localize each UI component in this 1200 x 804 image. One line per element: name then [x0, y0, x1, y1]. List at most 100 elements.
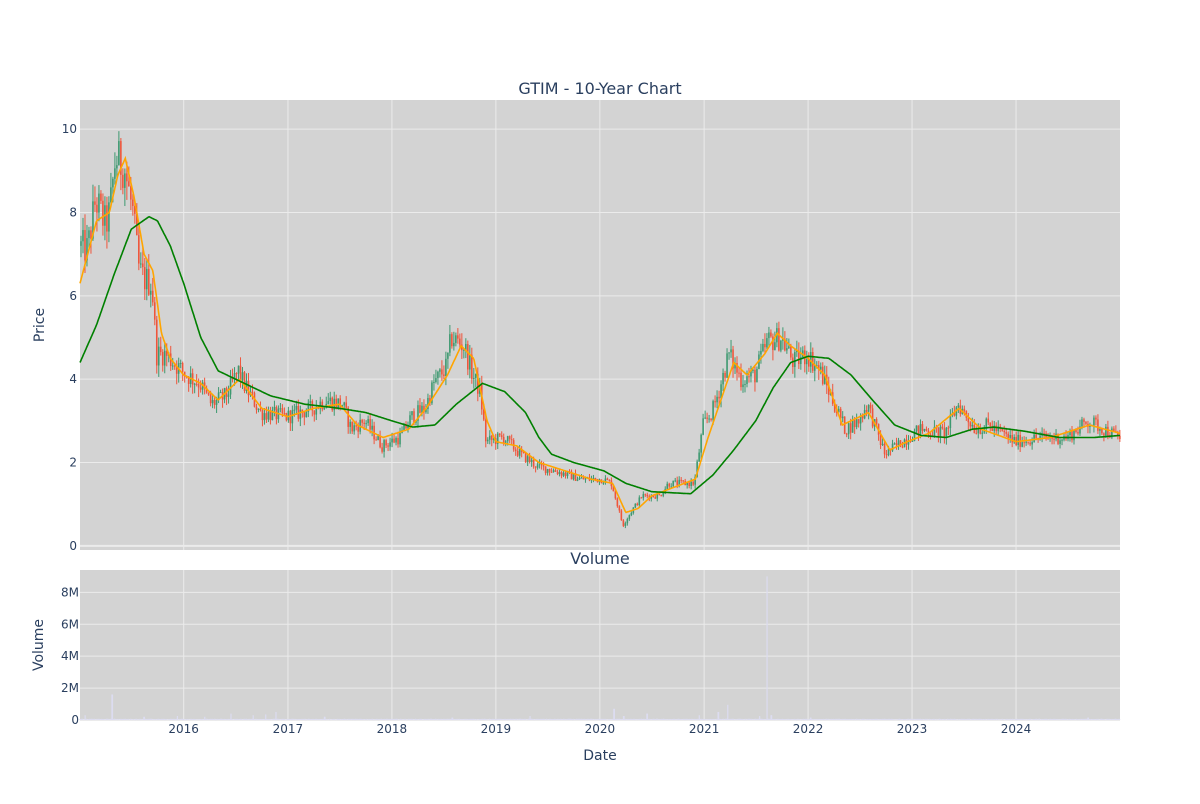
- candle-body: [899, 440, 902, 447]
- volume-bar: [698, 715, 700, 720]
- candle-body: [778, 328, 780, 351]
- volume-tick-label: 8M: [61, 585, 79, 599]
- volume-bar: [676, 719, 678, 720]
- candle-body: [399, 433, 401, 445]
- candle-body: [369, 419, 371, 430]
- candle-body: [1075, 429, 1077, 433]
- candle-body: [1079, 426, 1081, 434]
- candle-body: [642, 494, 645, 499]
- volume-bar: [1108, 718, 1110, 720]
- volume-bar: [1053, 718, 1055, 720]
- candle-body: [305, 411, 308, 418]
- candle-body: [1103, 433, 1105, 436]
- volume-bar: [290, 718, 292, 720]
- volume-bar: [246, 718, 248, 720]
- candle-body: [558, 472, 561, 475]
- candle-body: [756, 368, 758, 383]
- candle-body: [917, 425, 920, 435]
- volume-bar: [663, 718, 665, 720]
- candle-body: [869, 404, 872, 409]
- volume-bar: [810, 718, 813, 720]
- volume-bar: [1119, 719, 1121, 720]
- candle-body: [1029, 442, 1031, 445]
- date-tick-label: 2018: [377, 722, 408, 736]
- volume-bar: [368, 718, 370, 720]
- candle-body: [379, 435, 381, 448]
- volume-bar: [275, 712, 277, 720]
- candle-body: [273, 406, 276, 411]
- candle-body: [981, 432, 984, 434]
- candle-body: [798, 350, 800, 365]
- volume-bar: [748, 718, 750, 720]
- candle-body: [913, 430, 916, 441]
- candle-body: [786, 348, 788, 351]
- candle-body: [1093, 417, 1095, 426]
- volume-bar: [283, 719, 286, 720]
- candle-body: [343, 402, 345, 406]
- candle-body: [885, 454, 888, 456]
- candle-body: [692, 481, 694, 485]
- candle-body: [720, 384, 722, 399]
- candle-body: [1021, 442, 1023, 447]
- volume-tick-label: 6M: [61, 617, 79, 631]
- volume-bar: [749, 718, 751, 720]
- volume-bar: [79, 719, 81, 720]
- candle-body: [353, 425, 355, 432]
- candle-body: [377, 435, 379, 440]
- candle-body: [155, 319, 158, 366]
- volume-bar: [939, 718, 941, 720]
- candle-body: [606, 478, 609, 480]
- candle-body: [120, 141, 122, 175]
- candle-body: [724, 372, 726, 378]
- candle-body: [195, 383, 198, 385]
- volume-bar: [771, 715, 773, 720]
- candle-body: [1111, 428, 1113, 438]
- volume-bar: [89, 718, 91, 720]
- candle-body: [439, 369, 441, 372]
- candle-body: [163, 350, 166, 366]
- date-tick-label: 2021: [689, 722, 720, 736]
- candle-body: [153, 302, 156, 320]
- volume-bar: [438, 719, 440, 720]
- candle-body: [1025, 441, 1027, 443]
- volume-bar: [372, 719, 374, 720]
- candle-body: [985, 418, 988, 429]
- volume-bar: [414, 718, 417, 720]
- candle-body: [134, 205, 136, 214]
- volume-bar: [961, 718, 963, 720]
- volume-bar: [628, 719, 630, 720]
- volume-bar: [86, 719, 88, 720]
- candle-body: [584, 478, 587, 480]
- candle-body: [839, 408, 842, 419]
- candle-body: [947, 427, 950, 429]
- candle-body: [116, 165, 118, 169]
- candle-body: [363, 422, 365, 424]
- candle-body: [140, 263, 142, 265]
- candle-body: [1053, 438, 1055, 440]
- volume-bar: [405, 719, 407, 720]
- candle-body: [851, 420, 854, 433]
- volume-bar: [551, 719, 553, 720]
- candle-body: [845, 433, 848, 435]
- candle-body: [484, 419, 487, 442]
- candle-body: [205, 387, 208, 393]
- volume-bar: [1087, 717, 1089, 720]
- candle-body: [867, 404, 870, 412]
- volume-bar: [732, 718, 735, 720]
- candle-body: [897, 440, 900, 446]
- candle-body: [766, 338, 768, 348]
- candle-body: [718, 396, 720, 399]
- candle-body: [215, 399, 218, 405]
- volume-bar: [464, 718, 466, 720]
- candle-body: [453, 342, 455, 347]
- price-tick-label: 2: [69, 456, 77, 470]
- volume-bar: [759, 716, 761, 720]
- volume-bar: [1038, 718, 1040, 720]
- candle-body: [345, 402, 347, 408]
- candle-body: [124, 173, 126, 188]
- volume-bar: [479, 718, 481, 720]
- candle-body: [197, 384, 200, 388]
- volume-bar: [168, 718, 170, 720]
- volume-bar: [84, 715, 86, 720]
